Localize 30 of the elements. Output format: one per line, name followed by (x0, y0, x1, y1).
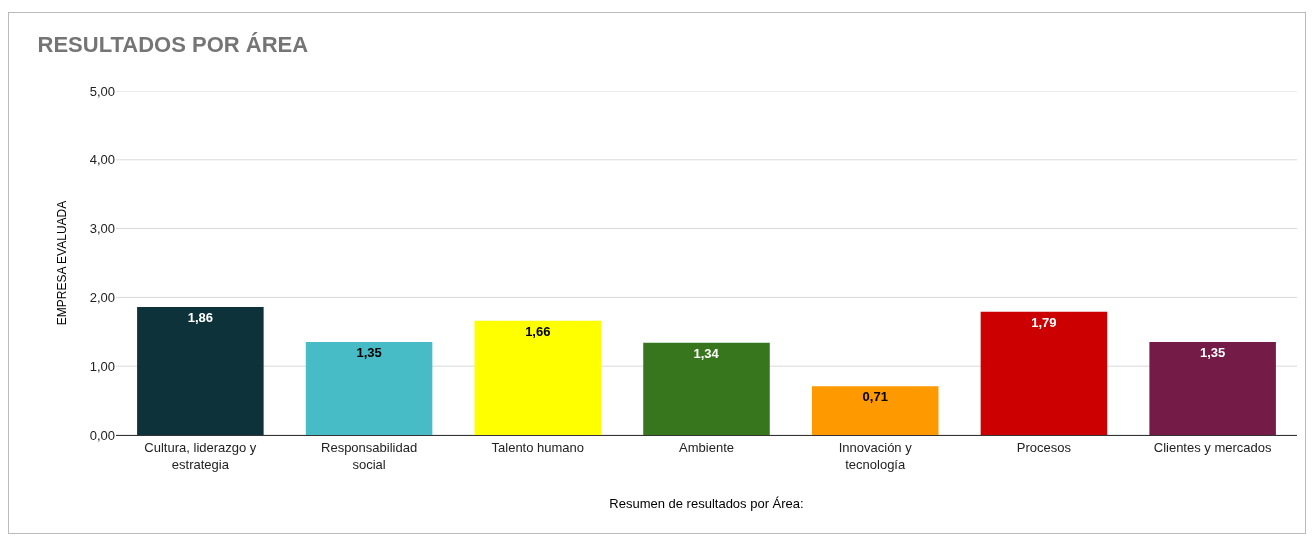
x-tick-label: Cultura, liderazgo y estrategia (144, 439, 257, 472)
x-tick-label: Innovación y tecnología (838, 439, 913, 472)
x-tick-label: Ambiente (679, 439, 734, 455)
x-axis-title: Resumen de resultados por Área: (609, 496, 804, 512)
x-tick-label: Clientes y mercados (1153, 439, 1273, 455)
y-tick-label: 4,00 (89, 152, 115, 168)
chart-title: RESULTADOS POR ÁREA (37, 31, 309, 57)
bar (643, 342, 770, 435)
data-label: 1,34 (693, 345, 720, 361)
bar (980, 311, 1108, 435)
y-axis-title: EMPRESA EVALUADA (54, 200, 69, 326)
x-tick-label: Talento humano (491, 439, 585, 455)
y-tick-label: 5,00 (89, 83, 115, 99)
data-label: 0,71 (862, 389, 888, 405)
bar (137, 307, 264, 435)
data-label: 1,86 (187, 310, 214, 326)
bar (1149, 342, 1276, 435)
data-label: 1,35 (356, 345, 382, 361)
data-label: 1,66 (525, 323, 551, 339)
data-label: 1,35 (1199, 345, 1226, 361)
bar (305, 342, 433, 435)
y-tick-label: 2,00 (89, 289, 115, 305)
x-tick-label: Responsabilidad social (321, 439, 418, 472)
bar (811, 386, 939, 435)
y-tick-label: 1,00 (89, 358, 115, 374)
x-tick-label: Procesos (1016, 439, 1072, 455)
y-tick-label: 3,00 (89, 221, 115, 237)
y-tick-label: 0,00 (89, 427, 115, 443)
data-label: 1,79 (1031, 314, 1057, 330)
bar (474, 320, 602, 435)
